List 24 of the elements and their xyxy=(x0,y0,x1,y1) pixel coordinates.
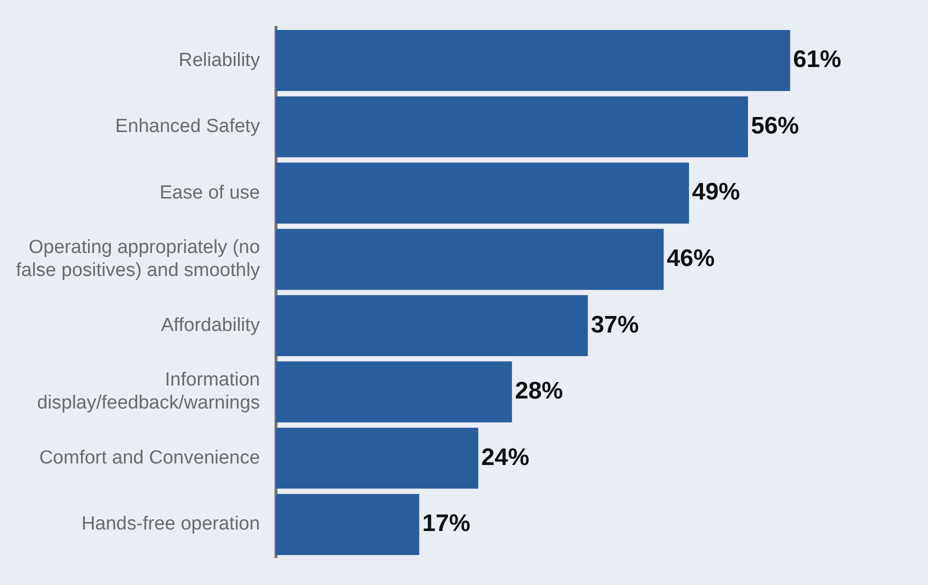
data-label: 46% xyxy=(666,244,715,272)
bar xyxy=(276,361,512,422)
y-tick-label: Operating appropriately (no false positives) and smoothly xyxy=(16,237,260,281)
bar xyxy=(276,30,790,92)
bar xyxy=(276,96,748,158)
y-tick-label: Hands-free operation xyxy=(81,514,260,535)
y-tick-label: Comfort and Convenience xyxy=(39,447,260,468)
data-label: 24% xyxy=(481,444,530,471)
bar xyxy=(276,228,664,290)
y-tick-label: Affordability xyxy=(161,314,260,336)
bar xyxy=(276,162,689,224)
y-tick-label: Reliability xyxy=(178,50,260,71)
data-label: 37% xyxy=(590,311,639,338)
data-label: 49% xyxy=(692,178,740,206)
data-label: 17% xyxy=(422,510,470,538)
y-tick-label: Information display/feedback/warnings xyxy=(37,370,260,414)
y-tick-label: Ease of use xyxy=(160,182,260,204)
bar xyxy=(276,295,588,356)
bar xyxy=(276,428,478,489)
data-label: 28% xyxy=(514,378,564,405)
y-tick-label: Enhanced Safety xyxy=(115,116,260,138)
data-label: 61% xyxy=(793,46,842,74)
data-label: 56% xyxy=(750,112,800,140)
bar xyxy=(276,494,420,555)
